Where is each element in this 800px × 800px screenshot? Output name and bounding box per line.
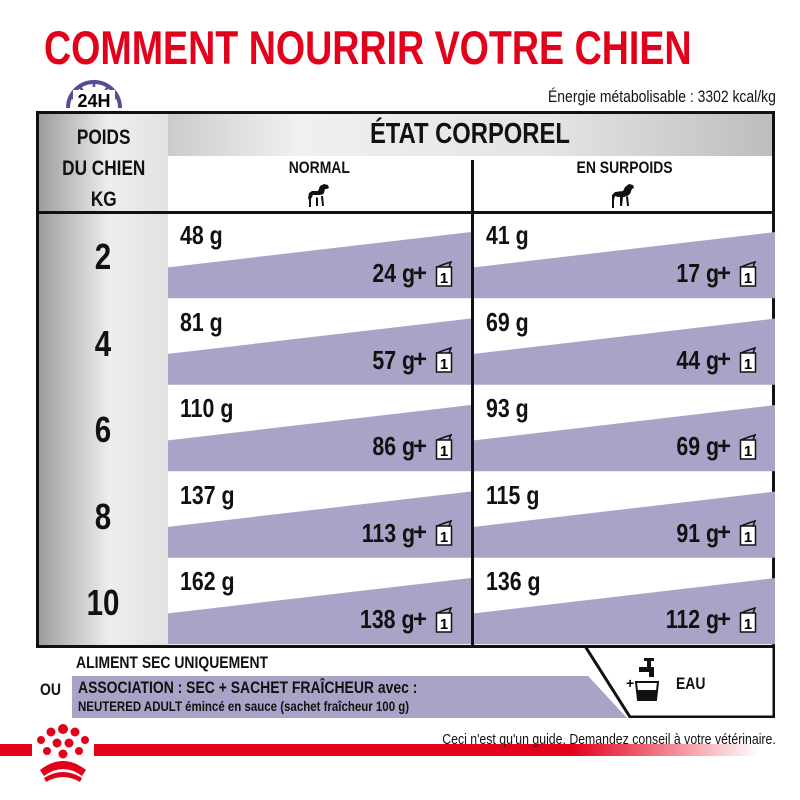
dry-only-ration: 110 g: [180, 393, 234, 423]
pouch-icon: 1: [435, 346, 453, 373]
ration-cell-overweight: 41 g 17 g +1: [474, 214, 775, 300]
plus-sign: +: [412, 259, 427, 287]
weight-value: 4: [95, 322, 112, 364]
pouch-count: 1: [440, 356, 448, 373]
mixed-ration: 44 g +1: [667, 345, 757, 376]
ration-cell-normal: 110 g 86 g +1: [168, 387, 471, 473]
ration-cell-overweight: 115 g 91 g +1: [474, 474, 775, 560]
plus-sign: +: [412, 605, 427, 633]
plus-sign: +: [716, 346, 731, 373]
weight-value: 10: [87, 582, 120, 623]
mixed-ration: 24 g +1: [363, 258, 453, 289]
ration-cell-normal: 81 g 57 g +1: [168, 301, 471, 387]
column-normal-header: NORMAL: [168, 158, 471, 208]
mixed-ration: 69 g +1: [667, 431, 757, 462]
ration-cell-overweight: 69 g 44 g +1: [474, 301, 775, 387]
ration-cell-normal: 48 g 24 g +1: [168, 214, 471, 300]
dry-only-ration: 41 g: [486, 220, 529, 250]
weight-header: POIDS DU CHIEN KG: [61, 126, 146, 211]
plus-sign: +: [412, 432, 427, 460]
pouch-count: 1: [440, 529, 448, 546]
feeding-table: POIDS DU CHIEN KG ÉTAT CORPOREL NORMAL E…: [36, 111, 775, 648]
pouch-count: 1: [440, 443, 448, 460]
pouch-count: 1: [744, 529, 752, 546]
weight-value: 6: [95, 409, 112, 450]
mixed-ration: 57 g +1: [363, 345, 453, 376]
pouch-icon: 1: [435, 433, 453, 460]
mixed-ration: 86 g +1: [363, 431, 453, 462]
water-label: EAU: [676, 674, 706, 693]
pouch-count: 1: [744, 356, 752, 373]
pouch-count: 1: [744, 270, 752, 287]
plus-sign: +: [716, 519, 731, 546]
pouch-icon: 1: [739, 433, 757, 460]
dry-only-ration: 137 g: [180, 479, 235, 510]
clock-label: 24H: [77, 91, 110, 111]
page-title: COMMENT NOURRIR VOTRE CHIEN: [44, 21, 692, 74]
dry-only-ration: 93 g: [486, 393, 529, 423]
water-box: +: [584, 646, 775, 718]
plus-sign: +: [716, 432, 731, 460]
mixed-ration: 17 g +1: [667, 258, 757, 289]
plus-sign: +: [412, 346, 427, 373]
dry-only-ration: 115 g: [486, 479, 540, 510]
product-label: NEUTERED ADULT émincé en sauce (sachet f…: [78, 698, 410, 714]
dry-only-label: ALIMENT SEC UNIQUEMENT: [76, 653, 269, 672]
dry-only-ration: 136 g: [486, 566, 541, 596]
plus-sign: +: [716, 605, 731, 633]
or-label: OU: [40, 680, 61, 699]
pouch-icon: 1: [739, 260, 757, 287]
dry-only-ration: 69 g: [486, 306, 529, 337]
clock-24h-icon: 24H: [66, 80, 122, 112]
plus-sign: +: [412, 519, 427, 546]
pouch-count: 1: [440, 270, 448, 287]
dry-only-ration: 81 g: [180, 306, 223, 337]
pouch-icon: 1: [739, 606, 757, 633]
header-divider: [39, 211, 772, 214]
dry-only-ration: 162 g: [180, 566, 235, 596]
ration-cell-normal: 137 g 113 g +1: [168, 474, 471, 560]
royal-canin-crown-logo: [32, 720, 94, 784]
pouch-icon: 1: [435, 260, 453, 287]
weight-value: 2: [95, 236, 112, 277]
ration-cell-normal: 162 g 138 g +1: [168, 560, 471, 646]
dry-only-ration: 48 g: [180, 220, 223, 250]
ration-cell-overweight: 93 g 69 g +1: [474, 387, 775, 473]
weight-value: 8: [95, 495, 112, 537]
pouch-count: 1: [744, 616, 752, 633]
pouch-count: 1: [744, 443, 752, 460]
pouch-icon: 1: [739, 519, 757, 546]
body-state-header: ÉTAT CORPOREL: [370, 118, 570, 150]
plus-sign: +: [716, 259, 731, 287]
association-band: ASSOCIATION : SEC + SACHET FRAÎCHEUR ave…: [72, 676, 627, 718]
mixed-ration: 112 g +1: [654, 604, 757, 635]
mixed-ration: 91 g +1: [667, 518, 757, 549]
disclaimer: Ceci n'est qu'un guide. Demandez conseil…: [442, 731, 776, 748]
dog-overweight-icon: [611, 184, 634, 208]
energy-info: Énergie métabolisable : 3302 kcal/kg: [548, 87, 776, 106]
pouch-icon: 1: [435, 519, 453, 546]
water-tap-icon: [634, 658, 660, 701]
mixed-ration: 113 g +1: [350, 518, 453, 549]
pouch-icon: 1: [739, 346, 757, 373]
pouch-icon: 1: [435, 606, 453, 633]
ration-cell-overweight: 136 g 112 g +1: [474, 560, 775, 646]
column-divider: [471, 160, 474, 645]
association-label: ASSOCIATION : SEC + SACHET FRAÎCHEUR ave…: [78, 678, 418, 697]
weight-column-bg: [39, 114, 168, 645]
mixed-ration: 138 g +1: [348, 604, 453, 635]
pouch-count: 1: [440, 616, 448, 633]
water-plus: +: [626, 675, 634, 691]
dog-normal-icon: [307, 184, 329, 207]
column-overweight-header: EN SURPOIDS: [474, 158, 775, 208]
brand-line: [0, 744, 760, 756]
